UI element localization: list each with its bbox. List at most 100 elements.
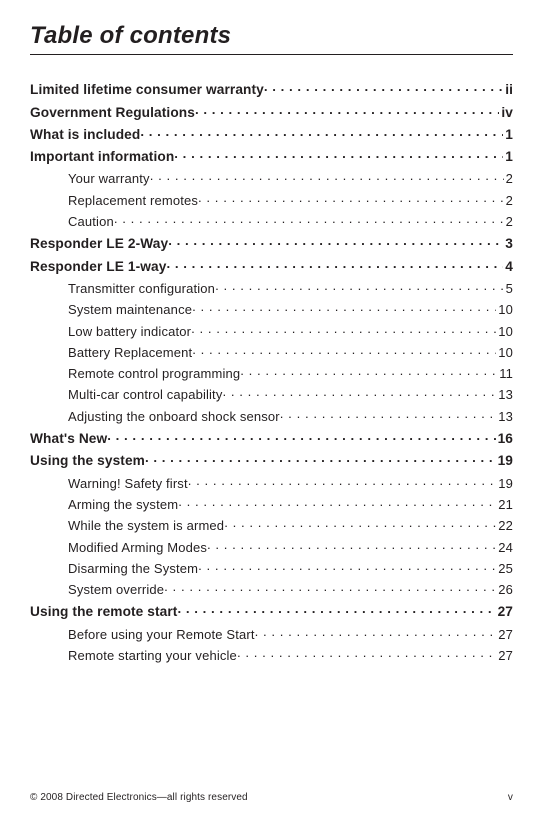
toc-entry-page: 1 bbox=[503, 127, 513, 142]
toc-leader-dots bbox=[264, 81, 503, 94]
toc-entry-label: Your warranty bbox=[68, 171, 150, 186]
toc-entry-page: ii bbox=[503, 82, 513, 97]
toc-entry-page: 2 bbox=[504, 193, 513, 208]
toc-entry: Disarming the System 25 bbox=[30, 560, 513, 576]
toc-entry-label: Disarming the System bbox=[68, 561, 198, 576]
toc-leader-dots bbox=[166, 257, 503, 270]
toc-entry: What is included 1 bbox=[30, 126, 513, 142]
toc-entry: Transmitter configuration 5 bbox=[30, 280, 513, 296]
page-footer: © 2008 Directed Electronics—all rights r… bbox=[30, 792, 513, 803]
toc-entry-label: Using the remote start bbox=[30, 604, 177, 619]
toc-entry-label: What's New bbox=[30, 431, 107, 446]
toc-entry: Replacement remotes 2 bbox=[30, 191, 513, 207]
page-title: Table of contents bbox=[30, 22, 513, 55]
toc-entry-label: Multi-car control capability bbox=[68, 387, 222, 402]
toc-entry: System override 26 bbox=[30, 581, 513, 597]
toc-entry-label: Arming the system bbox=[68, 497, 178, 512]
toc-entry: Caution 2 bbox=[30, 213, 513, 229]
toc-entry-page: 11 bbox=[497, 366, 513, 381]
toc-entry: What's New 16 bbox=[30, 430, 513, 446]
toc-entry-page: 4 bbox=[503, 259, 513, 274]
toc-entry-label: Battery Replacement bbox=[68, 345, 192, 360]
toc-entry: Important information 1 bbox=[30, 148, 513, 164]
toc-entry: System maintenance 10 bbox=[30, 301, 513, 317]
toc-leader-dots bbox=[107, 430, 495, 443]
toc-leader-dots bbox=[140, 126, 503, 139]
toc-entry-label: System override bbox=[68, 582, 164, 597]
toc-entry-label: What is included bbox=[30, 127, 140, 142]
toc-leader-dots bbox=[222, 386, 496, 399]
toc-entry-label: Modified Arming Modes bbox=[68, 540, 207, 555]
toc-leader-dots bbox=[177, 603, 495, 616]
toc-leader-dots bbox=[198, 191, 504, 204]
toc-entry-page: 19 bbox=[496, 453, 513, 468]
toc-entry-label: Caution bbox=[68, 214, 114, 229]
toc-leader-dots bbox=[191, 322, 496, 335]
toc-entry-page: 10 bbox=[496, 302, 513, 317]
toc-entry-page: 26 bbox=[496, 582, 513, 597]
toc-entry-label: Remote control programming bbox=[68, 366, 240, 381]
toc-leader-dots bbox=[178, 496, 496, 509]
toc-entry: Adjusting the onboard shock sensor 13 bbox=[30, 407, 513, 423]
toc-leader-dots bbox=[198, 560, 496, 573]
toc-entry-page: 13 bbox=[496, 387, 513, 402]
toc-entry-label: Low battery indicator bbox=[68, 324, 191, 339]
toc-entry-page: 27 bbox=[496, 648, 513, 663]
toc-entry: Responder LE 1-way 4 bbox=[30, 257, 513, 273]
toc-entry-page: 21 bbox=[496, 497, 513, 512]
toc-entry-page: 3 bbox=[503, 236, 513, 251]
toc-entry: While the system is armed 22 bbox=[30, 517, 513, 533]
toc-entry-page: 13 bbox=[496, 409, 513, 424]
toc-leader-dots bbox=[168, 235, 503, 248]
toc-leader-dots bbox=[192, 301, 496, 314]
toc-leader-dots bbox=[195, 103, 499, 116]
toc-entry: Your warranty 2 bbox=[30, 170, 513, 186]
toc-entry-page: 27 bbox=[496, 604, 513, 619]
toc-entry: Multi-car control capability 13 bbox=[30, 386, 513, 402]
toc-leader-dots bbox=[224, 517, 496, 530]
toc-entry: Government Regulations iv bbox=[30, 103, 513, 119]
toc-entry-label: Government Regulations bbox=[30, 105, 195, 120]
table-of-contents: Limited lifetime consumer warranty ii Gov… bbox=[30, 81, 513, 663]
toc-entry: Before using your Remote Start 27 bbox=[30, 625, 513, 641]
toc-entry-page: 2 bbox=[504, 171, 513, 186]
toc-entry-page: 19 bbox=[496, 476, 513, 491]
toc-entry-page: 27 bbox=[496, 627, 513, 642]
toc-leader-dots bbox=[255, 625, 497, 638]
toc-entry-label: Transmitter configuration bbox=[68, 281, 215, 296]
toc-leader-dots bbox=[280, 407, 496, 420]
toc-entry: Arming the system 21 bbox=[30, 496, 513, 512]
toc-entry: Low battery indicator 10 bbox=[30, 322, 513, 338]
toc-entry-page: 25 bbox=[496, 561, 513, 576]
toc-leader-dots bbox=[145, 452, 496, 465]
toc-entry: Using the system 19 bbox=[30, 452, 513, 468]
toc-entry-label: System maintenance bbox=[68, 302, 192, 317]
toc-entry-label: Replacement remotes bbox=[68, 193, 198, 208]
toc-entry-page: iv bbox=[499, 105, 513, 120]
toc-leader-dots bbox=[174, 148, 503, 161]
toc-entry-page: 22 bbox=[496, 518, 513, 533]
toc-entry: Limited lifetime consumer warranty ii bbox=[30, 81, 513, 97]
toc-entry-label: Responder LE 1-way bbox=[30, 259, 166, 274]
toc-entry-label: Adjusting the onboard shock sensor bbox=[68, 409, 280, 424]
toc-entry-label: Using the system bbox=[30, 453, 145, 468]
toc-entry-page: 16 bbox=[496, 431, 513, 446]
copyright-text: © 2008 Directed Electronics—all rights r… bbox=[30, 792, 248, 803]
toc-leader-dots bbox=[240, 365, 497, 378]
toc-entry-page: 5 bbox=[504, 281, 513, 296]
toc-leader-dots bbox=[188, 474, 497, 487]
toc-leader-dots bbox=[237, 647, 496, 660]
toc-entry-label: Remote starting your vehicle bbox=[68, 648, 237, 663]
toc-entry: Modified Arming Modes 24 bbox=[30, 538, 513, 554]
toc-leader-dots bbox=[150, 170, 504, 183]
toc-entry: Remote starting your vehicle 27 bbox=[30, 647, 513, 663]
toc-entry-label: Important information bbox=[30, 149, 174, 164]
toc-entry: Warning! Safety first 19 bbox=[30, 474, 513, 490]
toc-entry-label: Responder LE 2-Way bbox=[30, 236, 168, 251]
toc-leader-dots bbox=[207, 538, 496, 551]
toc-entry: Battery Replacement 10 bbox=[30, 344, 513, 360]
toc-entry-label: Before using your Remote Start bbox=[68, 627, 255, 642]
toc-leader-dots bbox=[114, 213, 504, 226]
toc-entry-label: While the system is armed bbox=[68, 518, 224, 533]
toc-entry-page: 24 bbox=[496, 540, 513, 555]
